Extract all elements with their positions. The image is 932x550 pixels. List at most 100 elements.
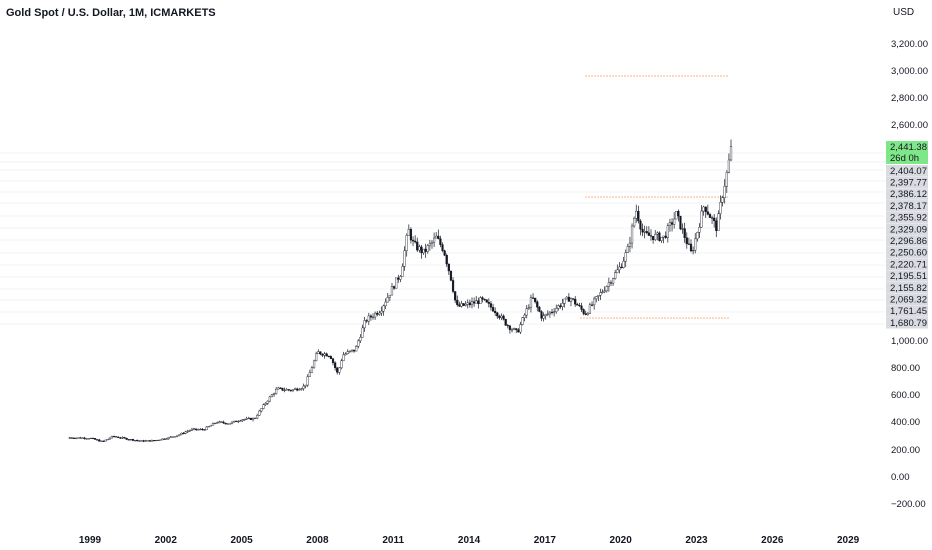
countdown-label: 26d 0h [890, 153, 919, 164]
candle-body [96, 439, 99, 441]
candle-body [538, 307, 541, 312]
candle-body [285, 389, 288, 391]
candle-body [626, 246, 629, 253]
candle-body [329, 356, 333, 359]
candle-body [325, 353, 328, 357]
candle-body [567, 296, 570, 302]
candle-body [403, 250, 406, 267]
candle-body [315, 353, 318, 362]
candle-body [258, 410, 261, 416]
candle-body [296, 388, 299, 391]
candle-body [578, 305, 581, 307]
candle-body [173, 436, 177, 438]
candle-body [317, 351, 320, 355]
candle-body [715, 220, 718, 231]
candle-body [117, 436, 120, 438]
candle-body [312, 360, 316, 368]
candle-body [218, 421, 221, 423]
candle-body [639, 220, 642, 230]
price-label-box [886, 317, 928, 329]
candle-body [411, 239, 415, 242]
candle-body [365, 320, 368, 322]
candle-body [723, 186, 726, 198]
candle-body [68, 437, 71, 439]
candle-body [500, 315, 503, 319]
candle-body [698, 227, 701, 233]
price-label: 2,220.71 [890, 259, 927, 270]
candle-body [268, 396, 271, 402]
candle-body [121, 437, 124, 439]
candle-body [624, 252, 627, 262]
candle-body [576, 303, 579, 306]
candle-body [203, 429, 206, 431]
candle-body [230, 421, 234, 424]
candle-body [182, 432, 185, 435]
candle-body [264, 403, 267, 405]
candle-body [327, 355, 330, 357]
candle-body [637, 210, 640, 222]
x-tick-label: 1999 [79, 535, 102, 546]
candle-body [338, 367, 341, 373]
candle-body [458, 304, 461, 307]
candle-body [171, 436, 175, 438]
candle-body [201, 428, 204, 431]
candle-body [704, 206, 707, 212]
candle-body [355, 346, 358, 352]
candle-body [702, 206, 705, 212]
candle-body [199, 428, 202, 431]
candle-body [590, 304, 594, 306]
candle-body [260, 408, 263, 412]
candle-body [687, 243, 690, 245]
candle-body [531, 297, 535, 299]
candle-body [294, 388, 297, 390]
candle-body [281, 387, 284, 391]
price-label: 2,329.09 [890, 224, 927, 235]
candle-body [342, 354, 345, 361]
candle-body [188, 430, 191, 432]
currency-label[interactable]: USD [893, 7, 915, 18]
price-label: 2,355.92 [890, 213, 927, 224]
price-label: 1,680.79 [890, 318, 927, 329]
candle-body [557, 305, 560, 309]
candle-body [186, 430, 189, 433]
candle-body [386, 297, 389, 303]
candle-body [677, 211, 680, 217]
candle-body [555, 308, 558, 312]
candle-body [388, 294, 391, 298]
price-label: 1,761.45 [890, 306, 927, 317]
candle-body [245, 418, 248, 420]
candle-body [98, 439, 101, 442]
candle-body [616, 269, 619, 273]
candle-body [209, 425, 212, 427]
candle-body [232, 420, 236, 423]
candle-body [468, 302, 471, 306]
candle-body [129, 439, 132, 441]
candle-body [213, 422, 217, 424]
candle-body [565, 296, 568, 300]
candle-body [405, 235, 408, 251]
candle-body [430, 241, 434, 244]
candle-body [125, 437, 128, 440]
candle-body [384, 301, 387, 307]
candle-body [224, 422, 227, 425]
y-tick-label: 0.00 [891, 472, 910, 483]
candle-body [216, 422, 219, 424]
candle-body [131, 439, 135, 441]
candle-body [515, 328, 518, 330]
candle-body [75, 437, 78, 439]
candle-body [510, 329, 514, 331]
candle-body [496, 312, 499, 317]
candle-body [692, 250, 695, 252]
candle-body [443, 250, 446, 256]
candle-body [647, 232, 650, 236]
price-label-box [886, 176, 928, 189]
candle-body [376, 312, 379, 315]
candle-body [513, 328, 516, 330]
candle-body [169, 436, 172, 438]
candle-body [72, 437, 76, 439]
candle-body [374, 312, 377, 318]
candle-body [666, 225, 669, 238]
candle-body [614, 272, 617, 279]
candle-body [628, 242, 632, 247]
